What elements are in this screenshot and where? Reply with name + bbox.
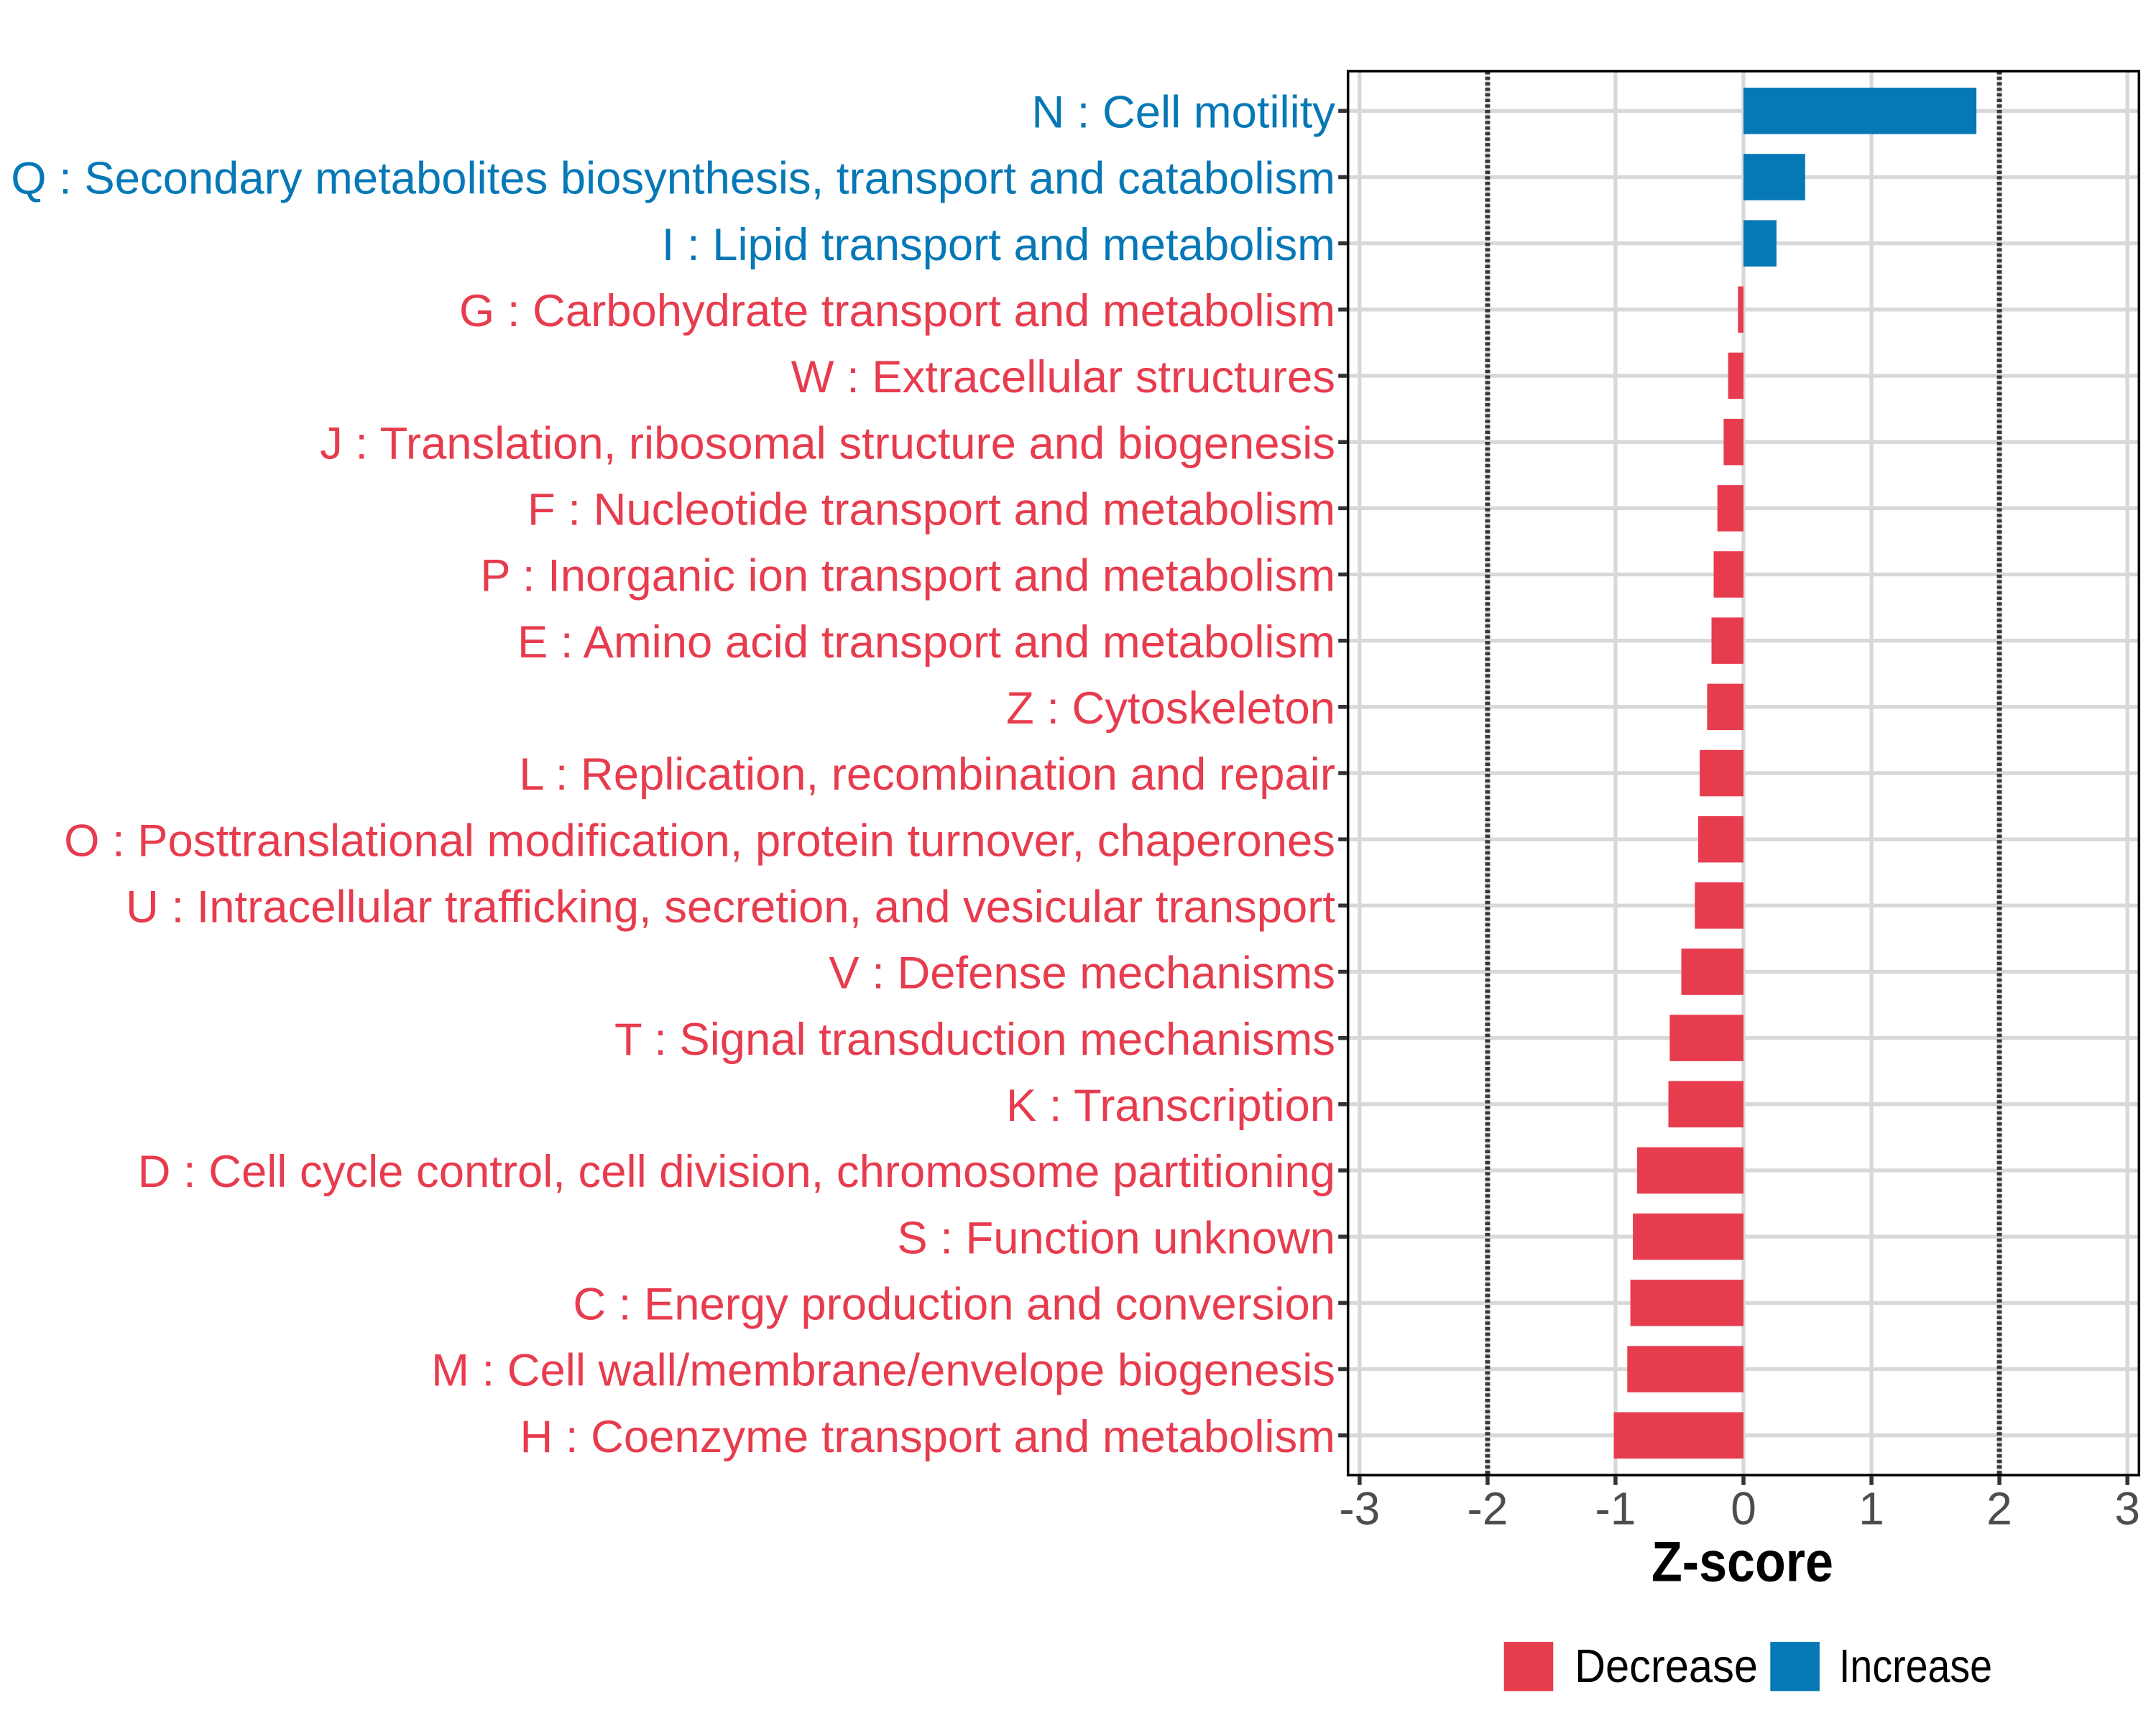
svg-text:K : Transcription: K : Transcription bbox=[1006, 1081, 1335, 1131]
svg-text:C : Energy production and conv: C : Energy production and conversion bbox=[573, 1280, 1335, 1330]
svg-text:O : Posttranslational modifica: O : Posttranslational modification, prot… bbox=[64, 816, 1335, 866]
svg-text:Decrease: Decrease bbox=[1575, 1640, 1758, 1692]
svg-text:J : Translation, ribosomal str: J : Translation, ribosomal structure and… bbox=[320, 418, 1335, 468]
svg-text:V : Defense mechanisms: V : Defense mechanisms bbox=[829, 948, 1335, 999]
svg-text:H : Coenzyme transport and met: H : Coenzyme transport and metabolism bbox=[520, 1412, 1335, 1462]
svg-text:G : Carbohydrate transport and: G : Carbohydrate transport and metabolis… bbox=[459, 286, 1335, 336]
svg-text:1: 1 bbox=[1858, 1482, 1884, 1534]
svg-text:0: 0 bbox=[1731, 1482, 1756, 1534]
svg-text:M : Cell wall/membrane/envelop: M : Cell wall/membrane/envelope biogenes… bbox=[431, 1346, 1335, 1396]
svg-text:-1: -1 bbox=[1595, 1482, 1636, 1534]
svg-text:Increase: Increase bbox=[1839, 1640, 1992, 1692]
svg-text:Z-score: Z-score bbox=[1651, 1529, 1833, 1593]
svg-text:Q : Secondary metabolites bios: Q : Secondary metabolites biosynthesis, … bbox=[11, 154, 1335, 204]
svg-text:P : Inorganic ion transport an: P : Inorganic ion transport and metaboli… bbox=[480, 551, 1335, 601]
svg-text:2: 2 bbox=[1986, 1482, 2012, 1534]
svg-text:N : Cell motility: N : Cell motility bbox=[1031, 88, 1335, 138]
svg-text:3: 3 bbox=[2114, 1482, 2140, 1534]
svg-text:I : Lipid transport and metabo: I : Lipid transport and metabolism bbox=[662, 220, 1335, 270]
svg-text:D : Cell cycle control, cell d: D : Cell cycle control, cell division, c… bbox=[138, 1147, 1335, 1197]
svg-text:F : Nucleotide transport and m: F : Nucleotide transport and metabolism bbox=[528, 485, 1335, 535]
svg-text:-2: -2 bbox=[1467, 1482, 1508, 1534]
svg-text:U : Intracellular trafficking,: U : Intracellular trafficking, secretion… bbox=[126, 882, 1335, 933]
svg-text:Z : Cytoskeleton: Z : Cytoskeleton bbox=[1006, 683, 1335, 734]
svg-text:W : Extracellular structures: W : Extracellular structures bbox=[791, 352, 1335, 402]
svg-text:T : Signal transduction mechan: T : Signal transduction mechanisms bbox=[614, 1015, 1335, 1065]
svg-text:E : Amino acid transport and m: E : Amino acid transport and metabolism bbox=[517, 617, 1335, 667]
svg-text:L : Replication, recombination: L : Replication, recombination and repai… bbox=[519, 749, 1335, 800]
svg-text:S : Function unknown: S : Function unknown bbox=[897, 1213, 1335, 1263]
svg-text:-3: -3 bbox=[1339, 1482, 1380, 1534]
